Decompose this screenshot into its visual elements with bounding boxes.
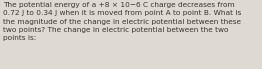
Text: The potential energy of a +8 × 10−6 C charge decreases from
0.72 J to 0.34 J whe: The potential energy of a +8 × 10−6 C ch… [3,2,241,41]
